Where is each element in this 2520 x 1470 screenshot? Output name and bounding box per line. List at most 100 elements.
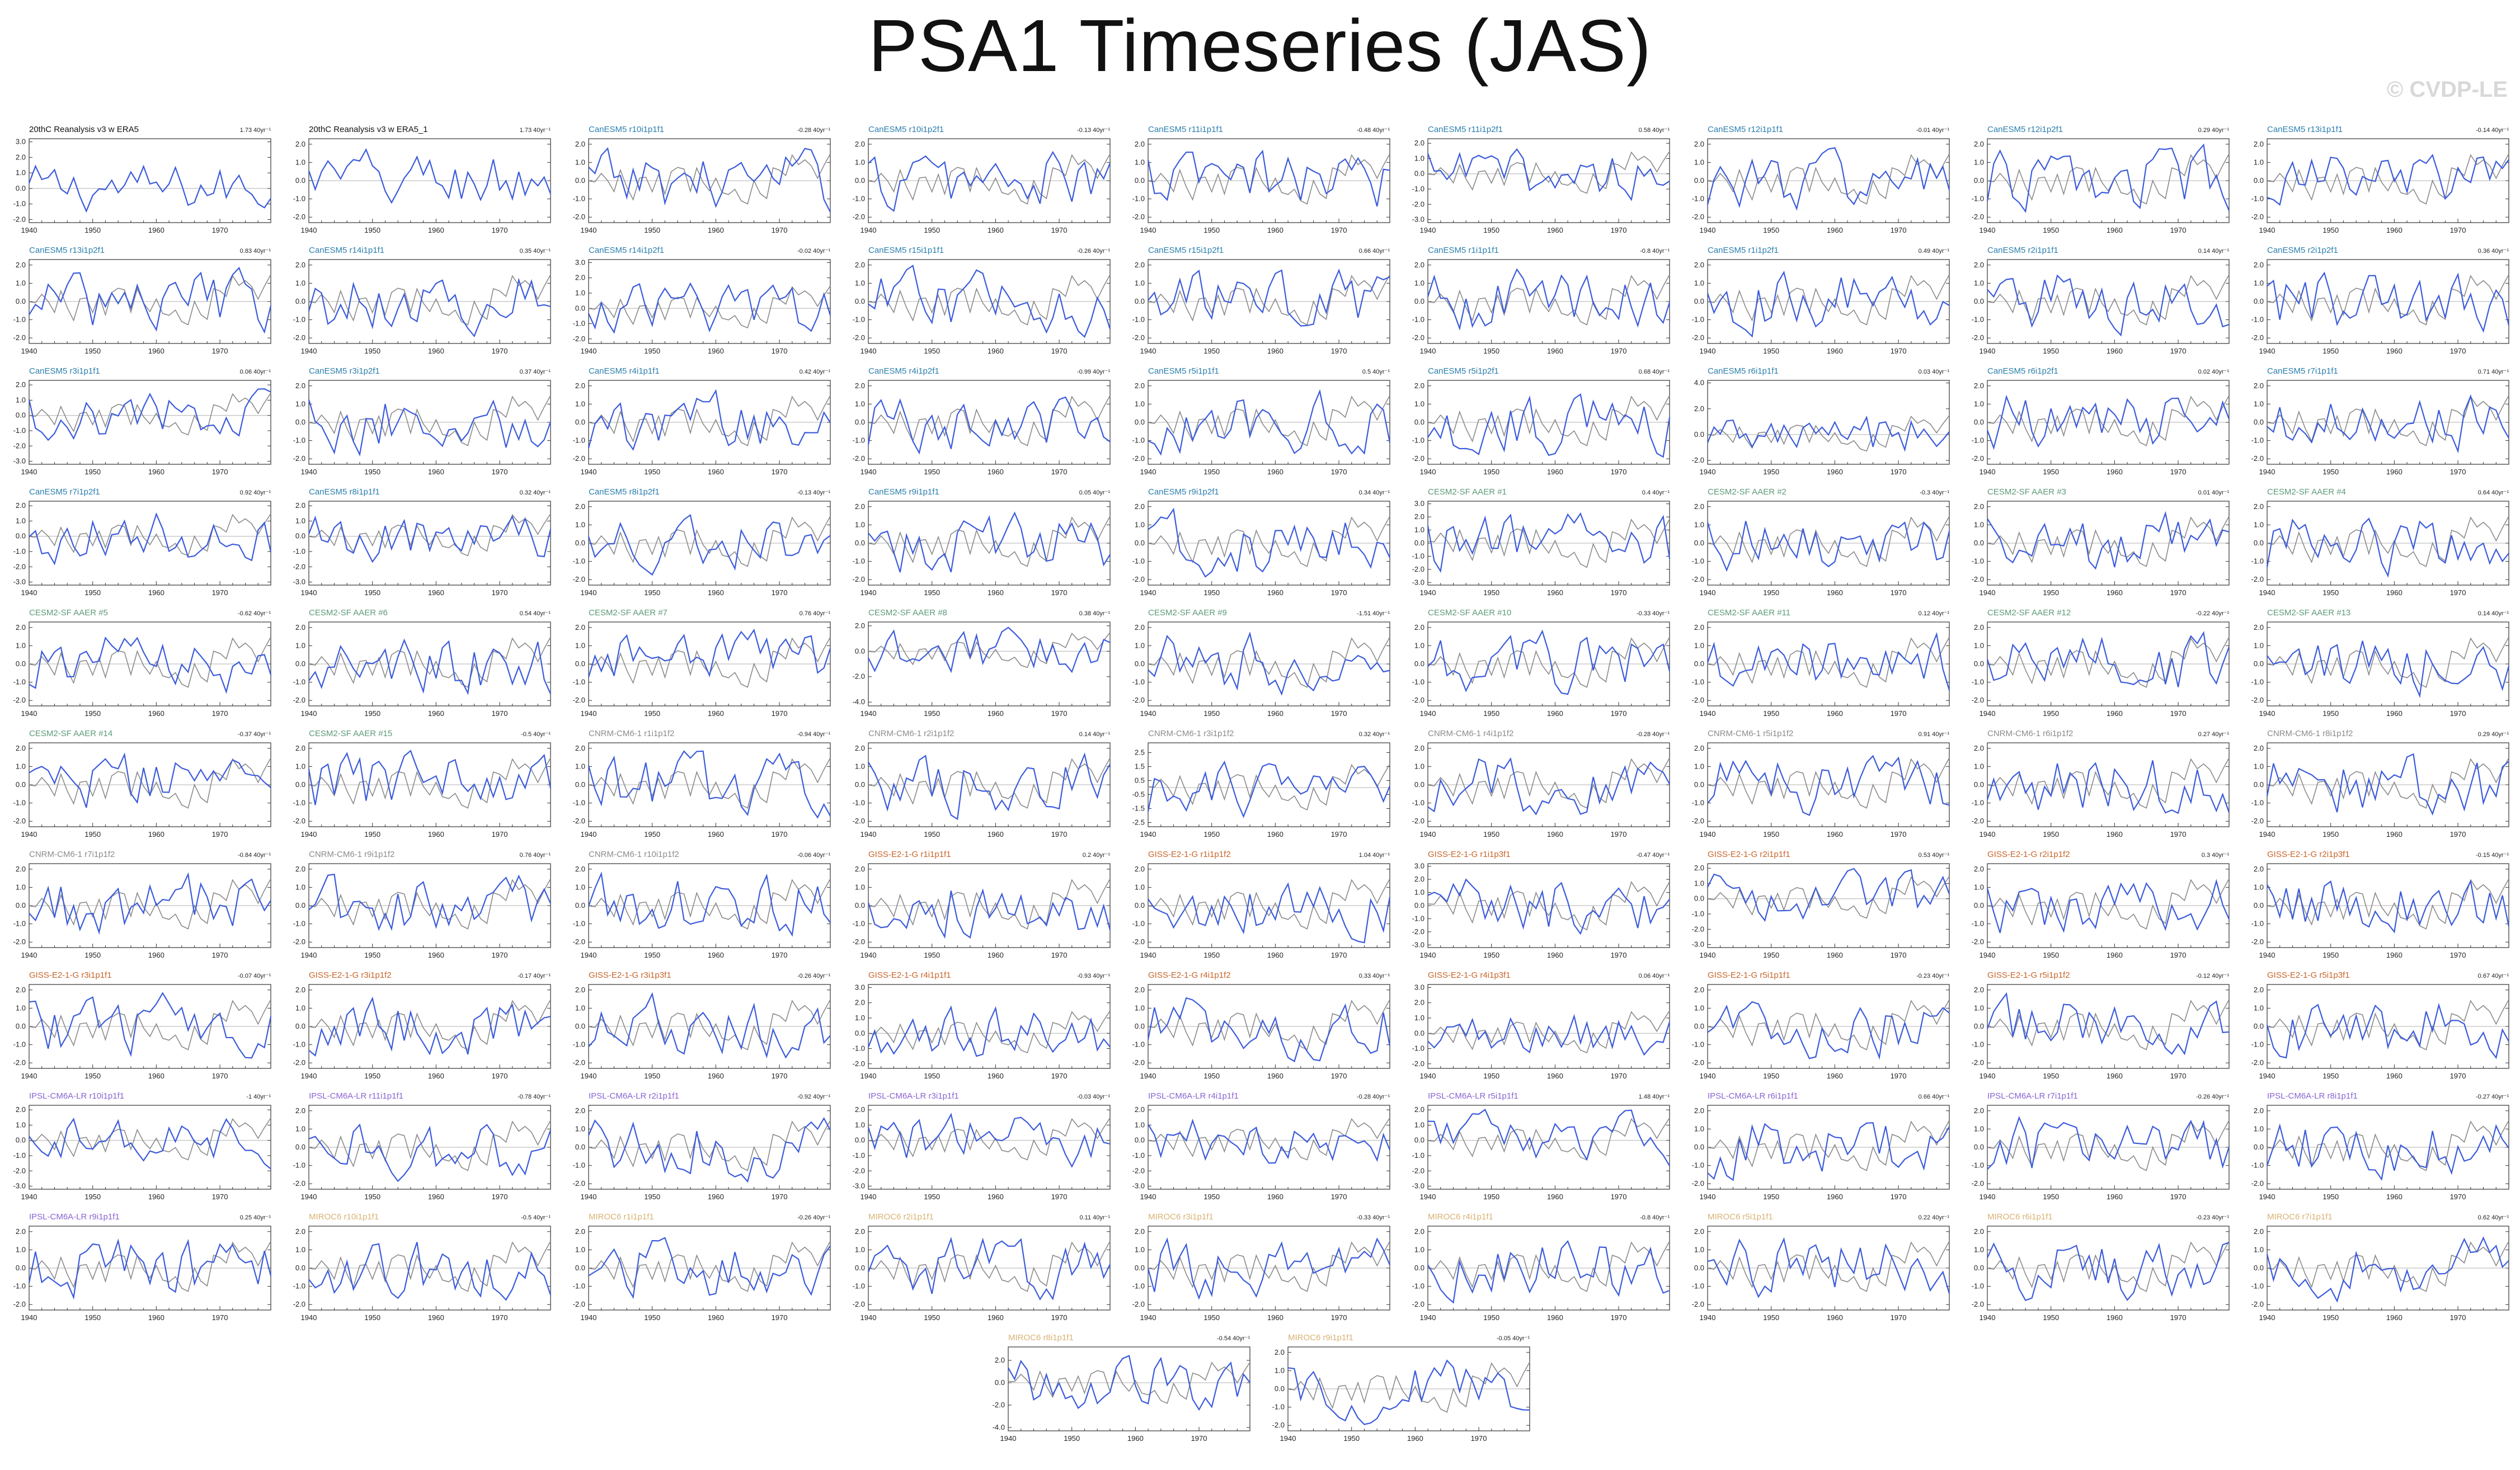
y-tick-label: 1.0: [1275, 1366, 1285, 1374]
y-tick-label: -1.0: [573, 195, 585, 203]
panel-title: CNRM-CM6-1 r7i1p1f2: [29, 850, 115, 859]
y-tick-label: 2.0: [1694, 502, 1704, 511]
y-tick-label: -1.5: [1132, 804, 1145, 813]
y-tick-label: 2.0: [1974, 261, 1984, 269]
y-tick-label: 1.0: [575, 289, 585, 297]
reference-series-line: [29, 393, 271, 436]
x-tick-label: 1970: [1051, 951, 1068, 959]
panel-13: CanESM5 r15i1p1f1 -0.26 40yr⁻¹ -2.0 -1.0 0.0…: [853, 246, 1111, 355]
panel-trend: 0.53 40yr⁻¹: [1919, 852, 1950, 859]
x-tick-label: 1960: [988, 1193, 1004, 1201]
panel-trend: -0.01 40yr⁻¹: [1916, 127, 1949, 134]
y-tick-label: -2.0: [1412, 696, 1424, 704]
y-tick-label: -1.0: [13, 1151, 26, 1160]
reference-series-line: [588, 757, 831, 809]
x-tick-label: 1970: [492, 830, 508, 838]
x-tick-label: 1950: [2043, 468, 2059, 476]
y-tick-label: -2.0: [13, 1166, 26, 1175]
x-tick-label: 1950: [2043, 1072, 2059, 1080]
member-series-line: [1706, 415, 1950, 452]
y-tick-label: 1.0: [295, 399, 305, 408]
member-series-line: [1148, 268, 1390, 327]
x-tick-label: 1960: [988, 709, 1004, 718]
panel-title: CanESM5 r10i1p1f1: [589, 125, 664, 134]
y-tick-label: 0.0: [2254, 1143, 2264, 1151]
y-tick-label: 2.0: [1135, 986, 1145, 994]
panel-title: CNRM-CM6-1 r9i1p1f2: [309, 850, 394, 859]
y-tick-label: -2.0: [13, 1058, 26, 1067]
y-tick-label: 1.0: [575, 641, 585, 649]
x-tick-label: 1960: [708, 347, 724, 355]
x-tick-label: 1970: [772, 951, 788, 959]
panel-trend: 0.06 40yr⁻¹: [1639, 973, 1670, 979]
y-tick-label: 1.0: [1974, 641, 1984, 649]
panel-title: CanESM5 r1i1p1f1: [1428, 246, 1499, 255]
panel-37: CESM2-SF AAER #5 -0.62 40yr⁻¹ -2.0 -1.0 0.0 1…: [13, 608, 272, 718]
y-tick-label: 1.0: [16, 641, 26, 649]
panel-trend: 0.22 40yr⁻¹: [1919, 1214, 1950, 1221]
reference-series-line: [29, 274, 271, 326]
panel-title: CanESM5 r6i1p2f1: [1987, 366, 2058, 376]
y-tick-label: -3.0: [293, 578, 305, 586]
panel-39: CESM2-SF AAER #7 0.76 40yr⁻¹ -2.0 -1.0 0.0 1.…: [573, 608, 831, 718]
x-tick-label: 1970: [772, 709, 788, 718]
panel-title: CNRM-CM6-1 r1i1p1f2: [589, 729, 674, 738]
y-tick-label: -1.0: [1412, 436, 1424, 445]
x-tick-label: 1960: [2107, 709, 2123, 718]
panel-title: CanESM5 r14i1p1f1: [309, 246, 384, 255]
y-tick-label: 2.0: [1694, 404, 1704, 413]
x-tick-label: 1970: [1331, 588, 1347, 597]
panel-title: CanESM5 r7i1p1f1: [2267, 366, 2338, 376]
y-tick-label: 2.0: [1694, 986, 1704, 994]
x-tick-label: 1970: [2170, 1193, 2187, 1201]
x-tick-label: 1940: [1140, 1193, 1156, 1201]
x-tick-label: 1960: [2386, 709, 2403, 718]
panel-title: CanESM5 r4i1p2f1: [868, 366, 939, 376]
y-tick-label: 2.5: [1135, 748, 1145, 757]
reference-series-line: [588, 285, 831, 329]
x-tick-label: 1960: [1547, 226, 1563, 234]
member-series-line: [2266, 517, 2509, 578]
x-tick-label: 1970: [1891, 347, 1907, 355]
panel-88: MIROC6 r5i1p1f1 0.22 40yr⁻¹ -2.0 -1.0 0.0 1.0…: [1692, 1212, 1950, 1322]
x-tick-label: 1950: [644, 830, 660, 838]
y-tick-label: 0.0: [1414, 539, 1424, 547]
panel-trend: 1.04 40yr⁻¹: [1359, 852, 1390, 859]
member-series-line: [1987, 274, 2230, 337]
panel-trend: 0.27 40yr⁻¹: [2198, 731, 2230, 738]
y-tick-label: -2.0: [573, 817, 585, 825]
y-tick-label: 1.0: [16, 168, 26, 177]
x-tick-label: 1970: [1331, 468, 1347, 476]
x-tick-label: 1960: [428, 347, 444, 355]
y-tick-label: 0.0: [1135, 1264, 1145, 1272]
member-series-line: [29, 992, 272, 1059]
panel-title: IPSL-CM6A-LR r11i1p1f1: [309, 1091, 403, 1101]
panel-trend: 0.32 40yr⁻¹: [520, 489, 551, 496]
panel-title: CESM2-SF AAER #10: [1428, 608, 1511, 618]
y-tick-label: -2.0: [2251, 575, 2264, 583]
x-tick-label: 1970: [2170, 347, 2187, 355]
reference-series-line: [868, 878, 1111, 930]
y-tick-label: 0.0: [575, 539, 585, 547]
panel-title: CanESM5 r4i1p1f1: [589, 366, 660, 376]
member-series-line: [1427, 757, 1670, 816]
panel-63: GISS-E2-1-G r2i1p3f1 -0.15 40yr⁻¹ -2.0 -1.0…: [2251, 850, 2510, 959]
y-tick-label: 0.5: [1135, 776, 1145, 785]
y-tick-label: -2.0: [13, 817, 26, 825]
reference-series-line: [868, 274, 1111, 326]
panel-trend: 0.05 40yr⁻¹: [1079, 489, 1111, 496]
y-tick-label: 1.0: [855, 1245, 865, 1254]
plot-frame: [1707, 863, 1950, 948]
y-tick-label: -1.0: [293, 920, 305, 928]
reference-series-line: [1427, 1241, 1670, 1292]
panel-title: 20thC Reanalysis v3 w ERA5_1: [309, 125, 428, 134]
y-tick-label: -1.0: [293, 1282, 305, 1290]
y-tick-label: -2.0: [1972, 1058, 1984, 1067]
panel-80: IPSL-CM6A-LR r7i1p1f1 -0.26 40yr⁻¹ -2.0 -1.…: [1972, 1091, 2230, 1201]
x-tick-label: 1950: [1763, 347, 1779, 355]
reference-series-line: [1148, 395, 1390, 446]
y-tick-label: -1.0: [1272, 1403, 1285, 1411]
panel-41: CESM2-SF AAER #9 -1.51 40yr⁻¹ -2.0 -1.0 0.0 1…: [1132, 608, 1390, 718]
y-tick-label: 0.0: [1694, 430, 1704, 439]
panel-trend: 1.73 40yr⁻¹: [520, 127, 551, 134]
